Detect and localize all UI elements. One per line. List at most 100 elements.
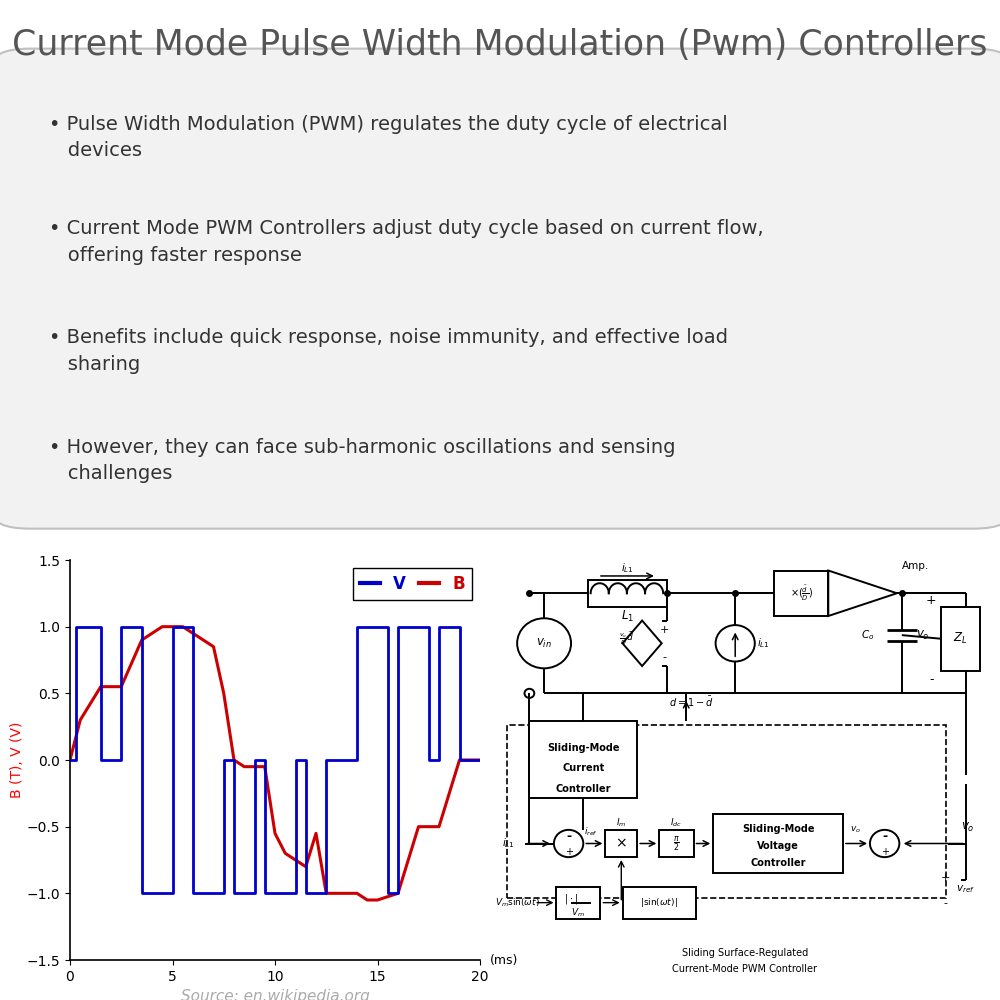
V	[300, 754, 312, 766]
B	[361, 894, 373, 906]
B	[64, 754, 76, 766]
Text: -: -	[662, 652, 666, 662]
Text: Current: Current	[562, 763, 604, 773]
B	[208, 641, 220, 653]
Text: $C_o$: $C_o$	[861, 628, 875, 642]
Line: B: B	[70, 627, 480, 900]
B	[238, 761, 250, 773]
Text: -: -	[882, 830, 887, 843]
Text: $V_m\sin(\omega t)$: $V_m\sin(\omega t)$	[495, 896, 540, 909]
Bar	[659, 830, 694, 857]
Circle shape	[870, 830, 899, 857]
V	[136, 621, 148, 633]
V	[454, 754, 466, 766]
V	[95, 754, 107, 766]
Text: Current Mode Pulse Width Modulation (Pwm) Controllers: Current Mode Pulse Width Modulation (Pwm…	[12, 28, 988, 62]
Text: $i_{L1}$: $i_{L1}$	[502, 837, 515, 850]
B	[228, 754, 240, 766]
Text: +: +	[881, 847, 889, 857]
B	[279, 847, 291, 859]
Bar	[774, 570, 828, 616]
Text: Voltage: Voltage	[757, 841, 799, 851]
B	[454, 754, 466, 766]
Text: $\frac{\pi}{2}$: $\frac{\pi}{2}$	[673, 834, 680, 853]
B	[310, 827, 322, 839]
Text: $\frac{v_o}{D}\bar{d}$: $\frac{v_o}{D}\bar{d}$	[619, 630, 635, 647]
Text: $I_m$: $I_m$	[616, 817, 626, 829]
Text: $V_m$: $V_m$	[571, 906, 585, 919]
Text: $Z_L$: $Z_L$	[953, 631, 968, 646]
V	[228, 754, 240, 766]
V	[474, 754, 486, 766]
Bar	[529, 721, 637, 798]
V	[351, 754, 363, 766]
V	[218, 887, 230, 899]
V	[248, 754, 260, 766]
B	[197, 634, 209, 646]
B	[300, 861, 312, 873]
Text: Sliding Surface-Regulated: Sliding Surface-Regulated	[682, 948, 808, 958]
Y-axis label: B (T), V (V): B (T), V (V)	[10, 722, 24, 798]
B	[74, 714, 86, 726]
V	[290, 887, 302, 899]
Text: $i_{ref}$: $i_{ref}$	[584, 826, 598, 838]
B	[341, 887, 353, 899]
B	[351, 887, 363, 899]
Bar	[588, 580, 667, 607]
B	[177, 621, 189, 633]
Text: $|\cdot|$: $|\cdot|$	[564, 892, 578, 906]
V	[320, 887, 332, 899]
Text: Source: en.wikipedia.org: Source: en.wikipedia.org	[181, 989, 369, 1000]
V	[433, 621, 445, 633]
B	[269, 827, 281, 839]
Text: +: +	[659, 625, 669, 635]
V	[136, 887, 148, 899]
B	[156, 621, 168, 633]
B	[115, 681, 127, 693]
Text: $L_1$: $L_1$	[621, 609, 634, 624]
V	[320, 754, 332, 766]
V	[70, 621, 82, 633]
Text: $v_{ref}$: $v_{ref}$	[956, 883, 975, 895]
V	[187, 887, 199, 899]
Text: $\times(\frac{\bar{d}}{D})$: $\times(\frac{\bar{d}}{D})$	[790, 583, 813, 603]
Text: $v_o$: $v_o$	[916, 629, 930, 642]
Text: $v_{in}$: $v_{in}$	[536, 637, 552, 650]
Text: • Benefits include quick response, noise immunity, and effective load
   sharing: • Benefits include quick response, noise…	[49, 328, 728, 374]
Text: $i_{L1}$: $i_{L1}$	[757, 636, 770, 650]
Circle shape	[716, 625, 755, 662]
Circle shape	[524, 689, 534, 698]
V	[382, 887, 394, 899]
V	[433, 754, 445, 766]
FancyBboxPatch shape	[0, 49, 1000, 529]
Bar	[622, 887, 696, 919]
Bar	[507, 725, 946, 898]
Bar	[941, 607, 980, 671]
Text: +: +	[941, 873, 951, 883]
Text: Controller: Controller	[750, 858, 806, 868]
V	[187, 621, 199, 633]
B	[433, 821, 445, 833]
V	[392, 887, 404, 899]
V	[300, 887, 312, 899]
B	[248, 761, 260, 773]
Text: -: -	[566, 830, 571, 843]
Text: -: -	[929, 673, 933, 686]
Text: -: -	[944, 898, 948, 908]
B	[187, 627, 199, 639]
V	[64, 754, 76, 766]
Text: • Pulse Width Modulation (PWM) regulates the duty cycle of electrical
   devices: • Pulse Width Modulation (PWM) regulates…	[49, 115, 728, 160]
B	[372, 894, 384, 906]
Text: $\times$: $\times$	[615, 836, 627, 850]
Text: $d = 1-\bar{d}$: $d = 1-\bar{d}$	[669, 695, 713, 709]
B	[259, 761, 271, 773]
V	[218, 754, 230, 766]
Text: • Current Mode PWM Controllers adjust duty cycle based on current flow,
   offer: • Current Mode PWM Controllers adjust du…	[49, 219, 764, 265]
V	[392, 621, 404, 633]
V	[351, 621, 363, 633]
Polygon shape	[622, 621, 662, 666]
Text: +: +	[565, 847, 573, 857]
V	[248, 887, 260, 899]
Text: • However, they can face sub-harmonic oscillations and sensing
   challenges: • However, they can face sub-harmonic os…	[49, 438, 675, 483]
Text: $|\sin(\omega t)|$: $|\sin(\omega t)|$	[640, 896, 678, 909]
